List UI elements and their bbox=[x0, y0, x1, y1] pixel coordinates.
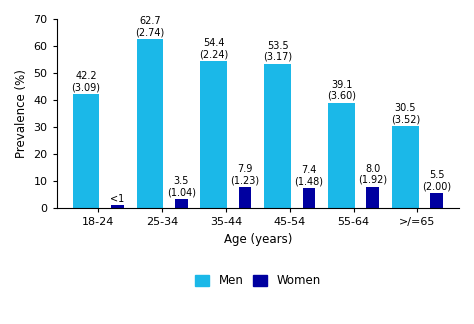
Bar bbox=[366, 187, 379, 208]
Bar bbox=[201, 61, 227, 208]
Bar bbox=[264, 64, 291, 208]
Y-axis label: Prevalence (%): Prevalence (%) bbox=[15, 69, 28, 158]
Legend: Men, Women: Men, Women bbox=[191, 271, 324, 291]
X-axis label: Age (years): Age (years) bbox=[224, 233, 292, 246]
Bar bbox=[302, 188, 315, 208]
Bar bbox=[175, 199, 188, 208]
Bar bbox=[137, 39, 164, 208]
Bar bbox=[328, 102, 355, 208]
Text: 7.9
(1.23): 7.9 (1.23) bbox=[230, 164, 260, 185]
Bar bbox=[392, 126, 419, 208]
Text: 3.5
(1.04): 3.5 (1.04) bbox=[167, 176, 196, 197]
Text: 39.1
(3.60): 39.1 (3.60) bbox=[327, 80, 356, 101]
Text: 5.5
(2.00): 5.5 (2.00) bbox=[422, 170, 451, 192]
Bar bbox=[111, 205, 124, 208]
Text: 8.0
(1.92): 8.0 (1.92) bbox=[358, 164, 387, 185]
Bar bbox=[430, 193, 443, 208]
Bar bbox=[239, 187, 252, 208]
Text: 30.5
(3.52): 30.5 (3.52) bbox=[391, 103, 420, 124]
Text: 7.4
(1.48): 7.4 (1.48) bbox=[294, 165, 323, 187]
Bar bbox=[73, 94, 100, 208]
Text: 62.7
(2.74): 62.7 (2.74) bbox=[135, 16, 164, 37]
Text: 53.5
(3.17): 53.5 (3.17) bbox=[263, 41, 292, 62]
Text: 54.4
(2.24): 54.4 (2.24) bbox=[199, 38, 228, 60]
Text: 42.2
(3.09): 42.2 (3.09) bbox=[72, 71, 100, 93]
Text: <1: <1 bbox=[110, 194, 125, 204]
